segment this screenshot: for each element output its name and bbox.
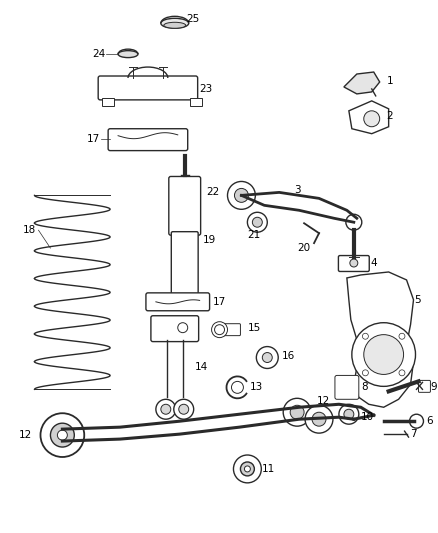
Text: 9: 9 (431, 382, 437, 392)
Circle shape (364, 335, 403, 374)
Text: 22: 22 (206, 188, 219, 197)
Polygon shape (347, 272, 413, 407)
Text: 5: 5 (414, 295, 421, 305)
Circle shape (234, 188, 248, 203)
Circle shape (174, 399, 194, 419)
Circle shape (362, 370, 368, 376)
Circle shape (57, 430, 67, 440)
Text: 15: 15 (247, 322, 261, 333)
Text: 7: 7 (410, 429, 417, 439)
Circle shape (244, 466, 251, 472)
Text: 14: 14 (194, 362, 208, 373)
Text: 12: 12 (317, 397, 330, 406)
Circle shape (215, 325, 225, 335)
Circle shape (156, 399, 176, 419)
Circle shape (227, 181, 255, 209)
Text: 23: 23 (200, 84, 213, 94)
Circle shape (352, 322, 416, 386)
Circle shape (178, 322, 188, 333)
Circle shape (399, 333, 405, 339)
Circle shape (40, 413, 84, 457)
Text: 4: 4 (371, 258, 378, 268)
FancyBboxPatch shape (151, 316, 199, 342)
Polygon shape (349, 101, 389, 134)
Text: 8: 8 (361, 382, 367, 392)
Text: 10: 10 (361, 412, 374, 422)
Circle shape (262, 352, 272, 362)
Circle shape (161, 404, 171, 414)
Circle shape (212, 322, 227, 337)
FancyBboxPatch shape (418, 381, 431, 392)
FancyBboxPatch shape (108, 129, 188, 151)
Text: 17: 17 (87, 134, 100, 144)
Text: 1: 1 (387, 76, 393, 86)
Text: 17: 17 (212, 297, 226, 307)
Circle shape (231, 382, 244, 393)
Text: 24: 24 (92, 49, 105, 59)
Text: 20: 20 (297, 243, 310, 253)
Text: 19: 19 (203, 235, 216, 245)
Circle shape (350, 259, 358, 267)
Circle shape (344, 409, 354, 419)
Circle shape (256, 346, 278, 368)
Circle shape (305, 405, 333, 433)
Text: 11: 11 (261, 464, 275, 474)
Text: 25: 25 (187, 14, 200, 25)
FancyBboxPatch shape (169, 176, 201, 235)
Circle shape (312, 412, 326, 426)
Circle shape (283, 398, 311, 426)
Text: 2: 2 (387, 111, 393, 121)
Text: 12: 12 (19, 430, 32, 440)
Circle shape (290, 405, 304, 419)
Circle shape (252, 217, 262, 227)
Text: 3: 3 (294, 185, 301, 196)
Text: 13: 13 (249, 382, 263, 392)
Ellipse shape (118, 51, 138, 58)
Circle shape (399, 370, 405, 376)
FancyBboxPatch shape (339, 255, 369, 271)
FancyBboxPatch shape (98, 76, 198, 100)
FancyBboxPatch shape (171, 232, 198, 296)
Circle shape (50, 423, 74, 447)
Circle shape (346, 214, 362, 230)
Text: 6: 6 (427, 416, 433, 426)
Circle shape (364, 111, 380, 127)
Polygon shape (344, 72, 380, 94)
Circle shape (233, 455, 261, 483)
Circle shape (362, 333, 368, 339)
Circle shape (240, 462, 254, 476)
Text: 21: 21 (247, 230, 261, 240)
Bar (102, 98, 114, 106)
Ellipse shape (164, 22, 186, 28)
Bar (190, 98, 201, 106)
FancyBboxPatch shape (221, 324, 240, 336)
Text: 16: 16 (282, 351, 296, 360)
Circle shape (410, 414, 424, 428)
Circle shape (179, 404, 189, 414)
Ellipse shape (161, 18, 189, 28)
Text: 18: 18 (23, 225, 36, 235)
FancyBboxPatch shape (146, 293, 210, 311)
Circle shape (247, 212, 267, 232)
FancyBboxPatch shape (335, 375, 359, 399)
Circle shape (339, 404, 359, 424)
